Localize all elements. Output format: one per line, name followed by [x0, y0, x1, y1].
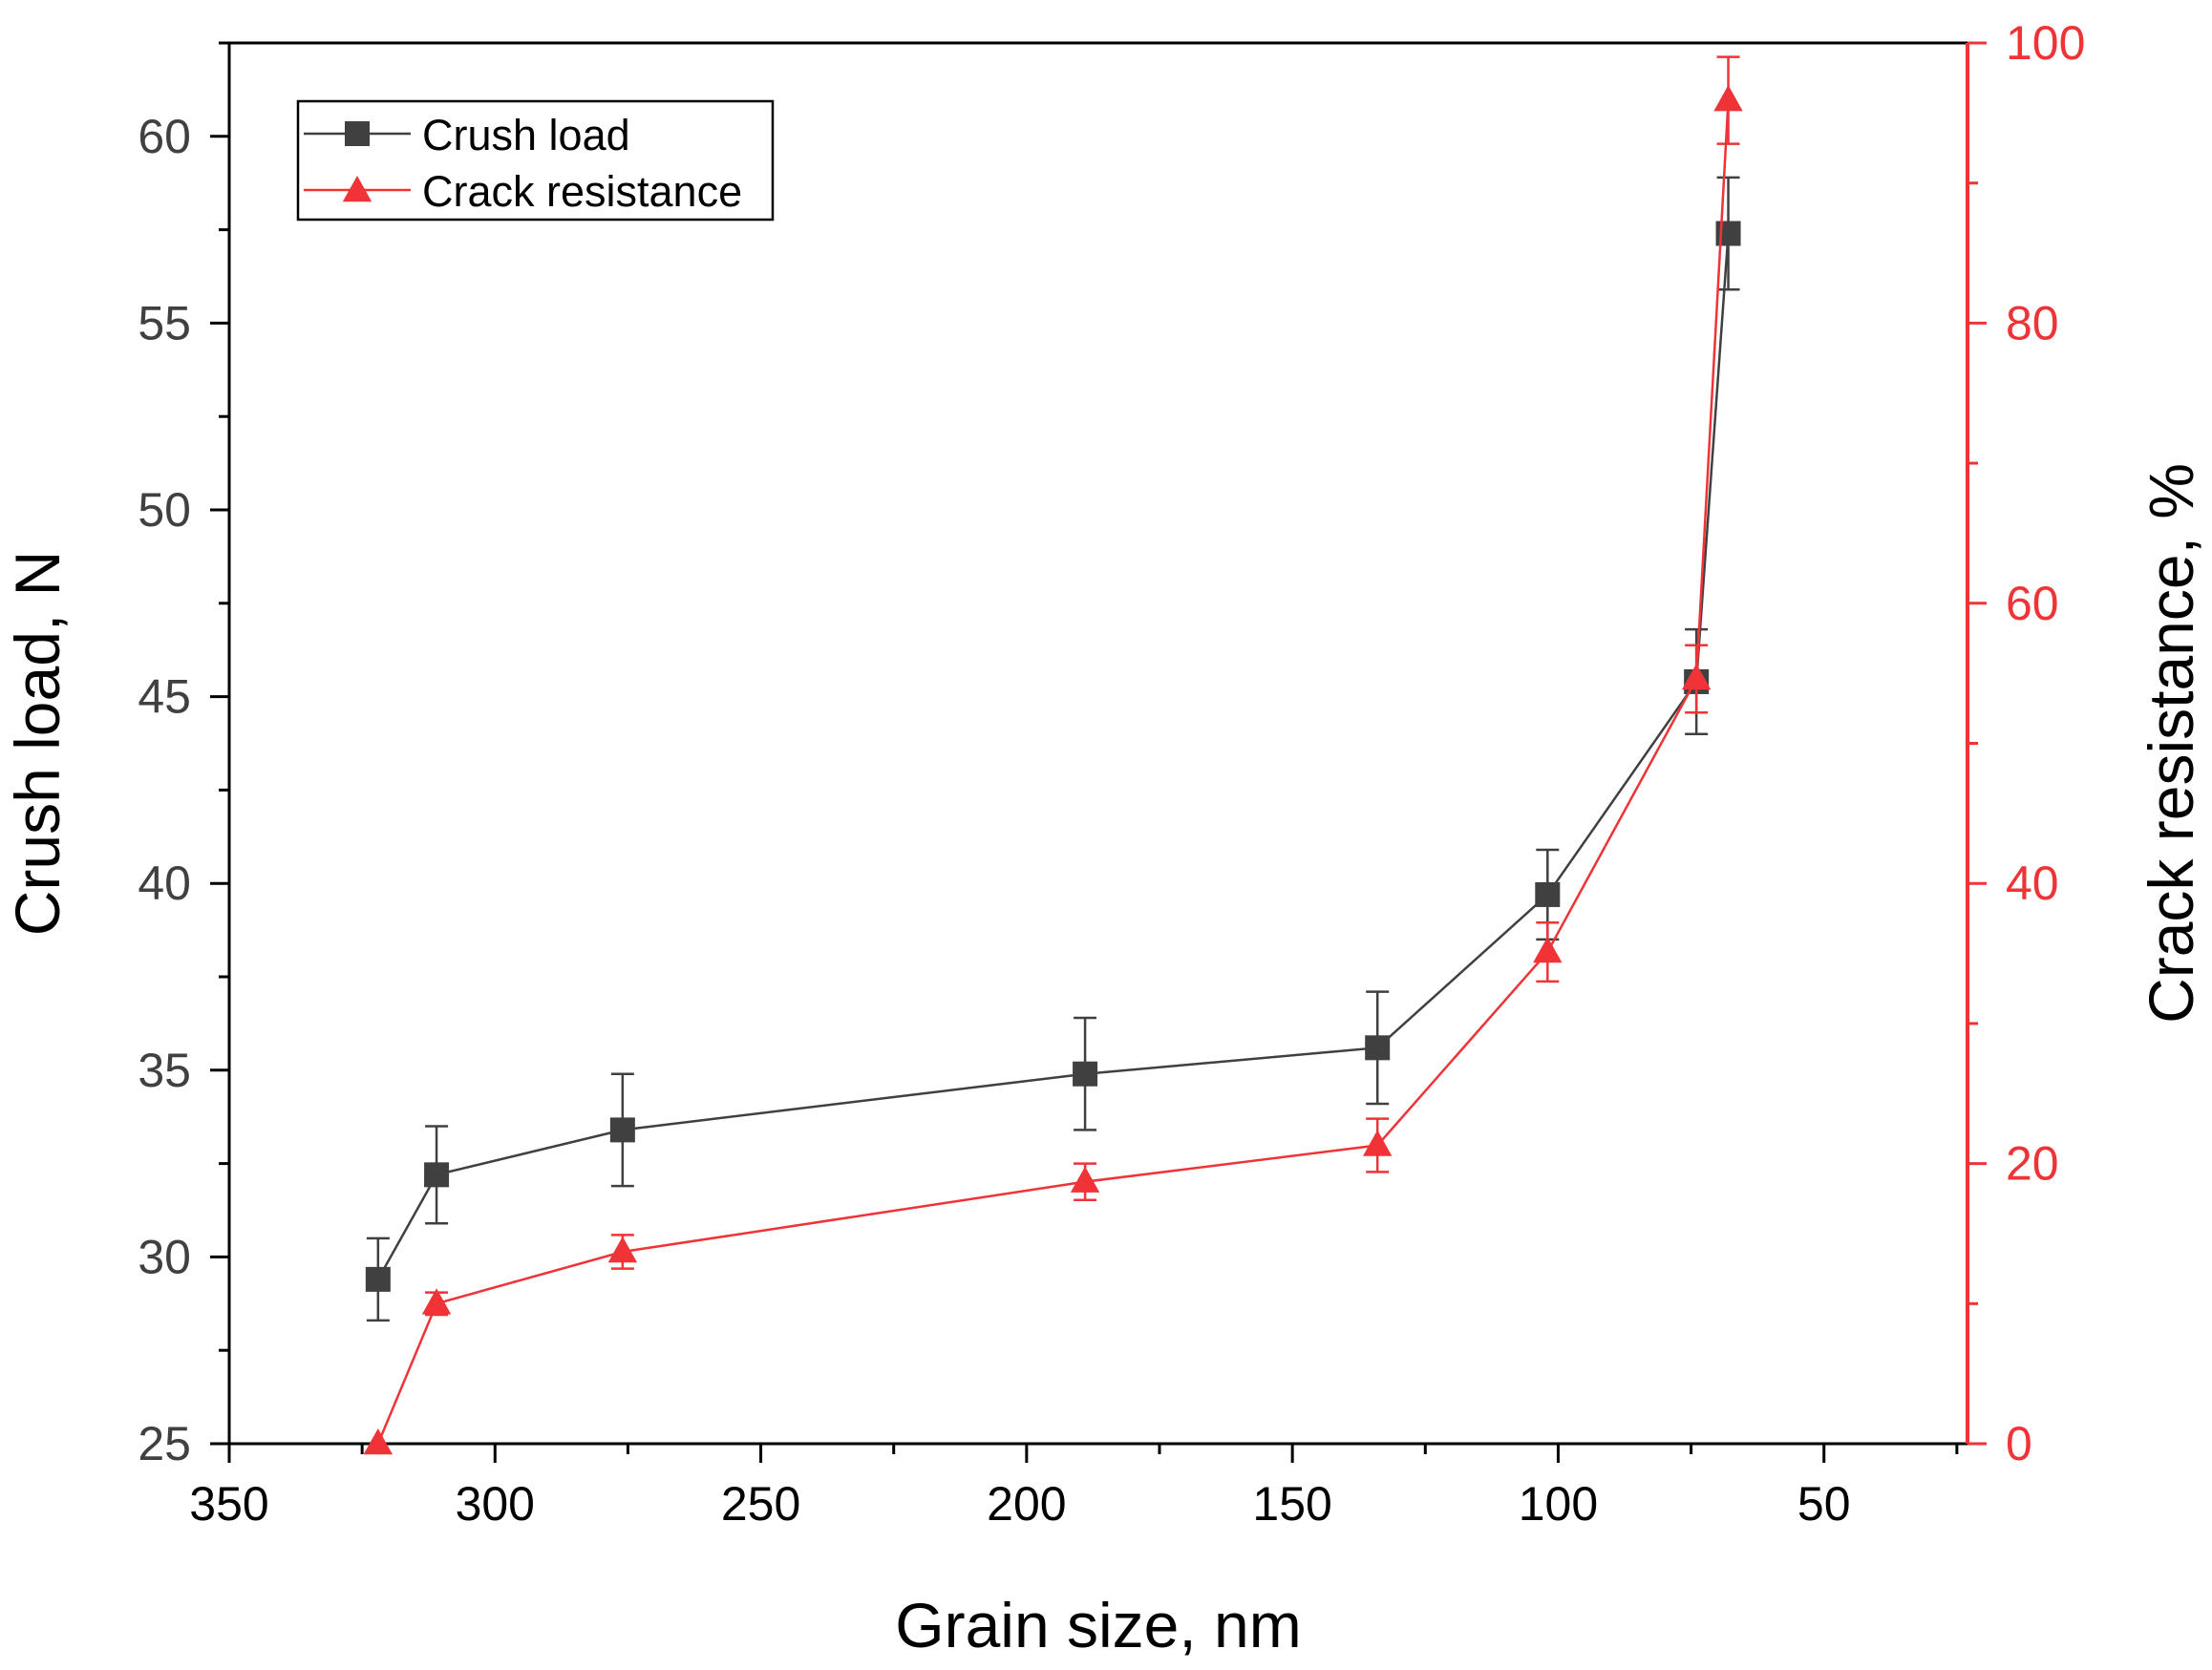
series-crack-resistance [363, 55, 1743, 1455]
y2-axis-label: Crack resistance, % [2136, 463, 2206, 1024]
y2-tick-label: 20 [2006, 1137, 2059, 1191]
legend-marker-crack-resistance [342, 176, 372, 202]
y2-tick-label: 80 [2006, 296, 2059, 349]
data-point [421, 1288, 452, 1315]
y2-tick-label: 100 [2006, 16, 2085, 70]
y-tick-label: 55 [138, 296, 191, 349]
x-tick-label: 50 [1797, 1477, 1851, 1531]
y-tick-label: 60 [138, 110, 191, 163]
data-point [609, 1117, 635, 1143]
y-tick-label: 25 [138, 1417, 191, 1470]
x-tick-label: 150 [1252, 1477, 1331, 1531]
series-layer [363, 55, 1743, 1455]
data-point [1681, 664, 1712, 690]
y-axis-label: Crush load, N [2, 551, 73, 937]
axis-ticks: 350 300 250 200 150 100 50 25 30 35 40 45 50 55 60 0 20 4… [138, 16, 2085, 1531]
data-point [607, 1237, 638, 1263]
y-tick-label: 45 [138, 670, 191, 724]
data-point [365, 1266, 391, 1292]
x-tick-label: 100 [1519, 1477, 1598, 1531]
data-point [424, 1162, 450, 1188]
x-tick-label: 300 [456, 1477, 535, 1531]
x-tick-label: 200 [987, 1477, 1066, 1531]
x-axis-label: Grain size, nm [895, 1590, 1301, 1660]
data-point [1363, 1130, 1393, 1156]
legend: Crush load Crack resistance [296, 99, 775, 222]
data-point [1535, 881, 1561, 907]
y2-tick-label: 0 [2006, 1417, 2032, 1470]
data-point [1070, 1166, 1100, 1193]
data-point [1533, 937, 1563, 963]
y-tick-label: 30 [138, 1230, 191, 1283]
series-line [376, 233, 1730, 1280]
series-line [376, 100, 1730, 1445]
y2-tick-label: 40 [2006, 856, 2059, 910]
legend-label-crush-load: Crush load [422, 111, 630, 159]
data-point [1713, 85, 1743, 112]
y-tick-label: 50 [138, 483, 191, 537]
y-tick-label: 40 [138, 856, 191, 910]
legend-marker-crush-load [345, 121, 370, 146]
y2-tick-label: 60 [2006, 577, 2059, 630]
x-tick-label: 350 [189, 1477, 268, 1531]
data-point [363, 1428, 393, 1455]
legend-label-crack-resistance: Crack resistance [422, 167, 742, 216]
y-tick-label: 35 [138, 1044, 191, 1097]
data-point [1073, 1061, 1098, 1087]
x-tick-label: 250 [721, 1477, 800, 1531]
data-point [1365, 1035, 1391, 1061]
legend-box [296, 99, 775, 222]
